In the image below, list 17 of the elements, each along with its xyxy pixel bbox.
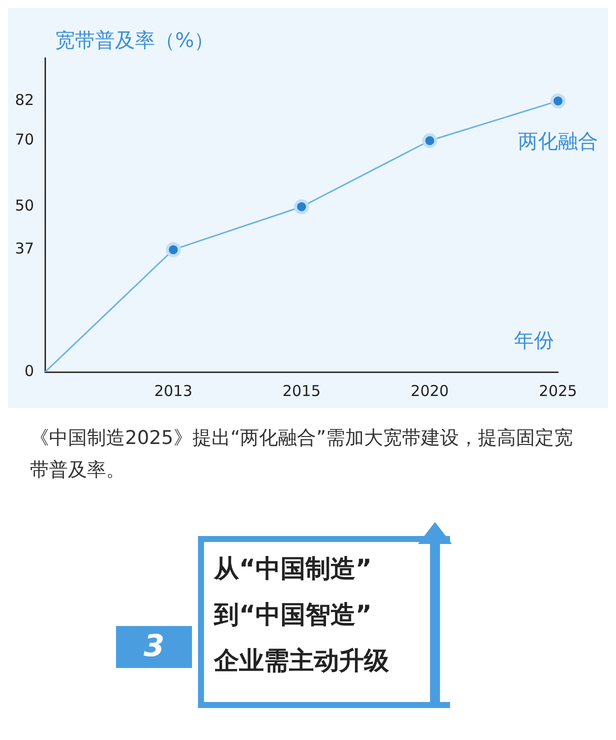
text: 企业需主动升级 [214,645,389,677]
y-tick-label: 82 [14,90,34,109]
y-tick-label: 70 [14,130,34,149]
text: 3 [116,626,192,668]
text: 《中国制造2025》提出“两化融合”需加大宽带建设，提高固定宽带普及率。 [30,426,574,483]
x-tick-label: 2020 [410,382,449,400]
x-axis-title: 年份 [514,328,554,352]
x-tick-label: 2015 [282,382,321,400]
text: 从“中国制造” [214,553,373,585]
text: 到“中国智造” [214,599,373,631]
y-axis-title: 宽带普及率（%） [55,28,214,52]
x-tick-label: 2025 [538,382,578,400]
x-tick-label: 2013 [154,382,192,400]
y-tick-label: 50 [14,196,34,215]
y-tick-label: 0 [24,362,34,380]
y-tick-label: 37 [14,240,34,258]
series-label: 两化融合 [518,129,598,154]
